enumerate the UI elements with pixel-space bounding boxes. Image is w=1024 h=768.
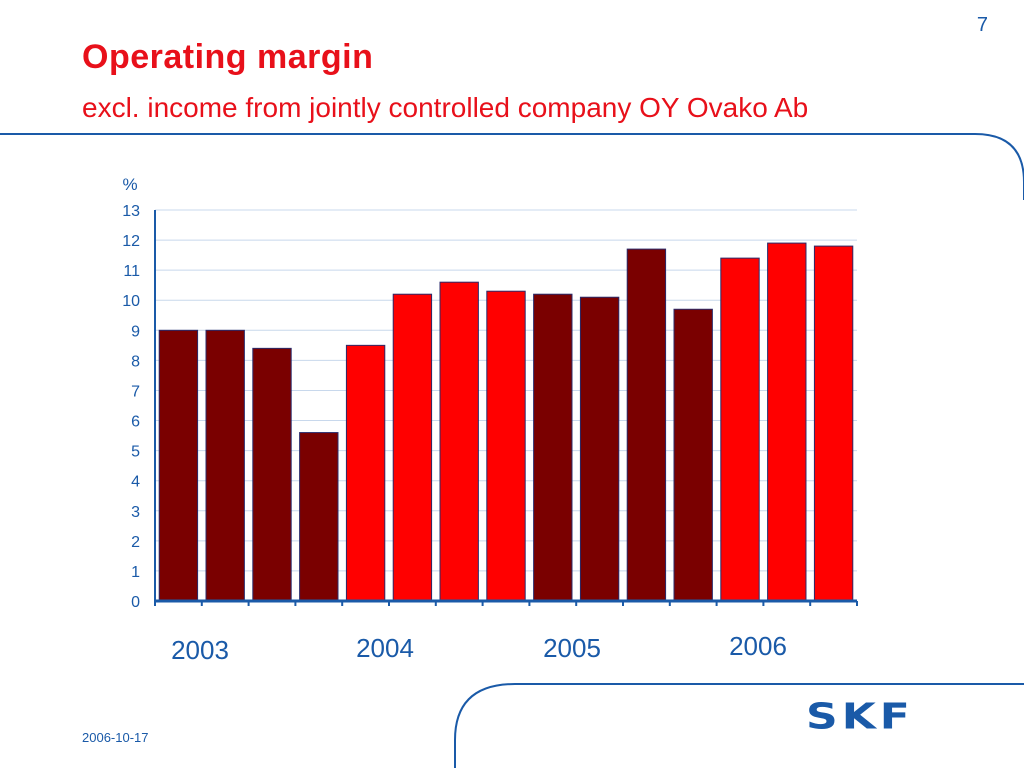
page-title: Operating margin (82, 38, 374, 76)
y-tick-label: 2 (131, 534, 140, 551)
bar (205, 329, 245, 602)
y-tick-label: 9 (131, 323, 140, 340)
y-tick-label: 11 (123, 263, 140, 280)
y-tick-label: 0 (131, 594, 140, 611)
y-axis-label: % (122, 175, 137, 194)
y-tick-label: 3 (131, 504, 140, 521)
y-tick-label: 8 (131, 353, 140, 370)
y-tick-label: 13 (122, 203, 140, 220)
bars (158, 242, 854, 602)
bar (486, 290, 526, 602)
bar (392, 293, 433, 602)
y-tick-label: 7 (131, 383, 140, 400)
bar (533, 293, 573, 602)
bar (673, 308, 713, 602)
x-year-label: 2003 (171, 635, 229, 665)
bar (720, 257, 760, 602)
y-tick-label: 10 (122, 293, 140, 310)
bar (299, 432, 339, 602)
y-tick-label: 1 (131, 564, 140, 581)
y-tick-label: 12 (122, 233, 140, 250)
bar (439, 281, 479, 602)
bar (767, 242, 807, 602)
x-year-label: 2005 (543, 633, 601, 663)
y-tick-label: 5 (131, 444, 140, 461)
x-year-label: 2004 (356, 633, 414, 663)
bar (813, 245, 854, 602)
y-tick-label: 6 (131, 414, 140, 431)
footer-date: 2006-10-17 (82, 730, 149, 745)
bar (345, 344, 386, 602)
skf-logo: SKF (806, 696, 914, 738)
y-tick-label: 4 (131, 474, 140, 491)
bar (579, 296, 620, 602)
bar (252, 347, 292, 602)
axes (154, 210, 858, 606)
x-year-label: 2006 (729, 631, 787, 661)
page-subtitle: excl. income from jointly controlled com… (82, 92, 809, 123)
bar (158, 329, 199, 602)
bar (626, 248, 667, 602)
page-number: 7 (976, 14, 988, 36)
